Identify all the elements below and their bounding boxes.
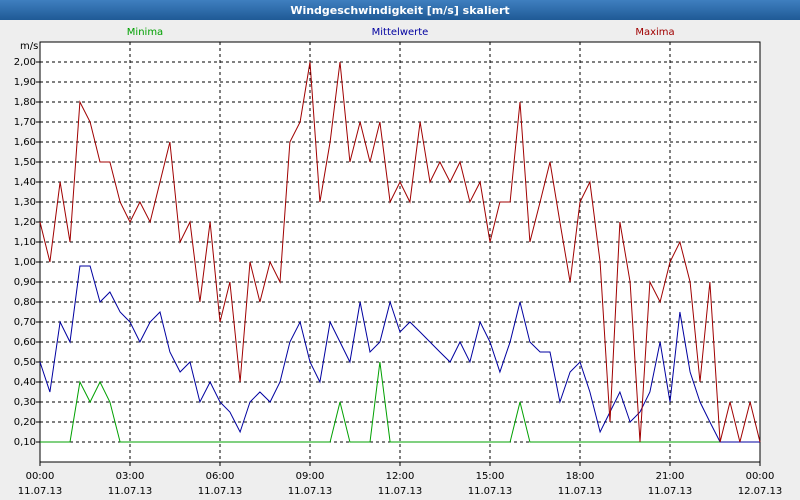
legend-entry: Minima [127,27,163,38]
y-tick-label: 1,40 [14,177,36,188]
y-tick-label: 1,10 [14,237,36,248]
y-tick-label: 0,80 [14,297,36,308]
y-tick-label: 0,70 [14,317,36,328]
x-tick-label: 03:00 [116,471,145,482]
x-tick-label: 15:00 [476,471,505,482]
series-line [39,61,761,443]
legend-entry: Maxima [635,27,674,38]
y-tick-label: 1,60 [14,137,36,148]
y-axis-label: m/s [20,41,38,52]
y-tick-label: 0,20 [14,417,36,428]
x-tick-label: 12:00 [386,471,415,482]
x-tick-label: 00:00 [746,471,775,482]
chart-title: Windgeschwindigkeit [m/s] skaliert [290,4,509,17]
x-tick-date: 11.07.13 [18,486,63,497]
series-line [39,265,760,443]
x-tick-label: 09:00 [296,471,325,482]
y-tick-label: 1,80 [14,97,36,108]
y-tick-label: 1,90 [14,77,36,88]
x-tick-date: 11.07.13 [198,486,243,497]
title-bar [0,0,800,20]
y-tick-label: 0,60 [14,337,36,348]
y-tick-label: 2,00 [14,57,36,68]
x-tick-date: 11.07.13 [648,486,693,497]
x-tick-label: 00:00 [26,471,55,482]
y-tick-label: 0,50 [14,357,36,368]
y-tick-label: 1,30 [14,197,36,208]
x-tick-label: 21:00 [656,471,685,482]
x-tick-date: 11.07.13 [288,486,333,497]
x-tick-date: 11.07.13 [378,486,423,497]
y-tick-label: 0,90 [14,277,36,288]
x-tick-date: 11.07.13 [108,486,153,497]
y-tick-label: 0,30 [14,397,36,408]
legend-entry: Mittelwerte [372,27,429,38]
x-tick-label: 18:00 [566,471,595,482]
y-tick-label: 0,40 [14,377,36,388]
x-tick-date: 11.07.13 [468,486,513,497]
y-tick-label: 1,20 [14,217,36,228]
y-tick-label: 0,10 [14,437,36,448]
y-tick-label: 1,50 [14,157,36,168]
x-tick-date: 12.07.13 [738,486,783,497]
x-tick-label: 06:00 [206,471,235,482]
y-tick-label: 1,00 [14,257,36,268]
x-tick-date: 11.07.13 [558,486,603,497]
y-tick-label: 1,70 [14,117,36,128]
